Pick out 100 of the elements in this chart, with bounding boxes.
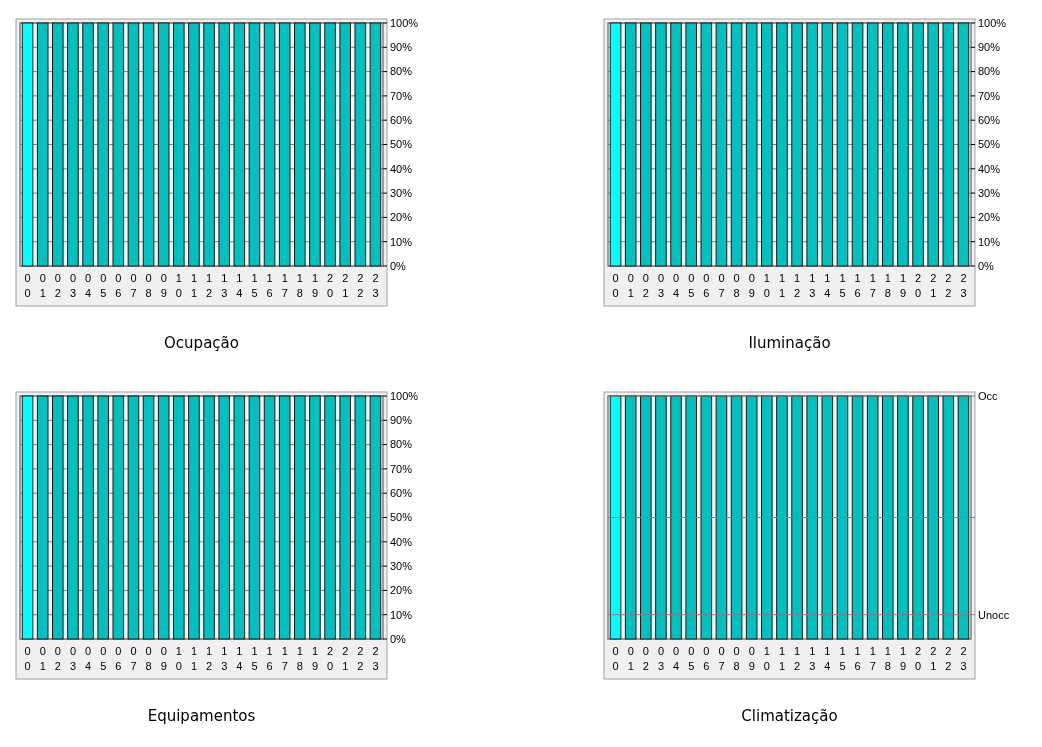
x-tick-label: 16 xyxy=(854,272,861,299)
y-tick-label: 0% xyxy=(390,632,407,645)
x-tick-label: 15 xyxy=(251,272,258,299)
x-tick-label: 01 xyxy=(39,272,46,299)
x-tick-label: 08 xyxy=(145,645,152,672)
x-tick-label: 05 xyxy=(100,645,107,672)
y-tick-label: 60% xyxy=(390,114,413,127)
x-tick-label: 09 xyxy=(160,272,167,299)
x-tick-label: 04 xyxy=(673,645,680,672)
x-tick-label: 19 xyxy=(899,272,906,299)
x-tick-label: 08 xyxy=(733,645,740,672)
x-tick-label: 23 xyxy=(372,645,379,672)
x-tick-label: 10 xyxy=(763,645,770,672)
x-tick-label: 05 xyxy=(688,645,695,672)
x-tick-label: 21 xyxy=(930,272,937,299)
x-tick-label: 03 xyxy=(657,645,664,672)
x-tick-label: 14 xyxy=(236,645,243,672)
x-tick-label: 21 xyxy=(342,272,349,299)
x-tick-label: 04 xyxy=(85,645,92,672)
x-tick-label: 20 xyxy=(915,272,922,299)
y-tick-label: 70% xyxy=(978,89,1001,102)
x-tick-label: 02 xyxy=(642,645,649,672)
x-tick-label: 03 xyxy=(69,272,76,299)
x-tick-label: 10 xyxy=(175,645,182,672)
x-tick-label: 23 xyxy=(372,272,379,299)
x-tick-label: 09 xyxy=(748,272,755,299)
x-tick-label: 06 xyxy=(703,272,710,299)
ref-line-label: Occ xyxy=(978,389,999,402)
x-tick-label: 03 xyxy=(657,272,664,299)
x-tick-label: 15 xyxy=(839,272,846,299)
x-tick-label: 18 xyxy=(296,645,303,672)
x-tick-label: 08 xyxy=(733,272,740,299)
x-tick-label: 05 xyxy=(100,272,107,299)
y-tick-label: 50% xyxy=(390,138,413,151)
x-tick-label: 00 xyxy=(612,645,619,672)
x-tick-label: 13 xyxy=(221,272,228,299)
x-tick-label: 16 xyxy=(266,645,273,672)
y-tick-label: 70% xyxy=(390,89,413,102)
y-tick-label: 40% xyxy=(390,535,413,548)
x-tick-label: 12 xyxy=(794,645,801,672)
text: Ocupação xyxy=(164,334,239,352)
x-tick-label: 09 xyxy=(748,645,755,672)
x-tick-label: 22 xyxy=(357,272,364,299)
x-tick-label: 04 xyxy=(673,272,680,299)
x-tick-label: 19 xyxy=(311,645,318,672)
x-tick-label: 11 xyxy=(190,645,197,672)
x-tick-label: 00 xyxy=(24,645,31,672)
x-tick-label: 20 xyxy=(327,272,334,299)
y-tick-label: 80% xyxy=(390,438,413,451)
x-tick-label: 02 xyxy=(54,272,61,299)
y-tick-label: 20% xyxy=(390,584,413,597)
x-tick-label: 10 xyxy=(763,272,770,299)
y-tick-label: 70% xyxy=(390,462,413,475)
x-tick-label: 17 xyxy=(281,272,288,299)
x-tick-label: 02 xyxy=(642,272,649,299)
x-tick-label: 11 xyxy=(190,272,197,299)
x-tick-label: 10 xyxy=(175,272,182,299)
y-tick-label: 60% xyxy=(978,114,1001,127)
x-tick-label: 01 xyxy=(627,272,634,299)
text: Iluminação xyxy=(748,334,831,352)
y-tick-label: 100% xyxy=(978,16,1007,29)
x-tick-label: 03 xyxy=(69,645,76,672)
x-tick-label: 17 xyxy=(869,645,876,672)
ref-line-label: Unocc xyxy=(978,608,1010,621)
x-tick-label: 17 xyxy=(869,272,876,299)
x-tick-label: 11 xyxy=(778,645,785,672)
x-tick-label: 18 xyxy=(296,272,303,299)
text: Climatização xyxy=(741,707,838,725)
x-tick-label: 14 xyxy=(236,272,243,299)
x-tick-label: 18 xyxy=(884,645,891,672)
x-tick-label: 20 xyxy=(327,645,334,672)
x-tick-label: 05 xyxy=(688,272,695,299)
x-tick-label: 06 xyxy=(115,272,122,299)
x-tick-label: 13 xyxy=(809,272,816,299)
x-tick-label: 19 xyxy=(311,272,318,299)
y-tick-label: 40% xyxy=(390,162,413,175)
y-tick-label: 10% xyxy=(390,235,413,248)
x-tick-label: 13 xyxy=(809,645,816,672)
x-tick-label: 06 xyxy=(703,645,710,672)
x-tick-label: 18 xyxy=(884,272,891,299)
y-tick-label: 50% xyxy=(390,511,413,524)
x-tick-label: 00 xyxy=(24,272,31,299)
x-tick-label: 22 xyxy=(945,272,952,299)
y-tick-label: 10% xyxy=(390,608,413,621)
y-tick-label: 100% xyxy=(390,16,419,29)
x-tick-label: 17 xyxy=(281,645,288,672)
y-tick-label: 90% xyxy=(390,414,413,427)
y-tick-label: 0% xyxy=(390,259,407,272)
text: Equipamentos xyxy=(147,707,256,725)
x-tick-label: 06 xyxy=(115,645,122,672)
x-tick-label: 04 xyxy=(85,272,92,299)
x-tick-label: 01 xyxy=(39,645,46,672)
y-tick-label: 50% xyxy=(978,138,1001,151)
y-tick-label: 30% xyxy=(390,186,413,199)
x-tick-label: 22 xyxy=(357,645,364,672)
y-tick-label: 20% xyxy=(390,211,413,224)
x-tick-label: 11 xyxy=(778,272,785,299)
x-tick-label: 23 xyxy=(960,272,967,299)
x-tick-label: 01 xyxy=(627,645,634,672)
x-tick-label: 07 xyxy=(130,645,137,672)
